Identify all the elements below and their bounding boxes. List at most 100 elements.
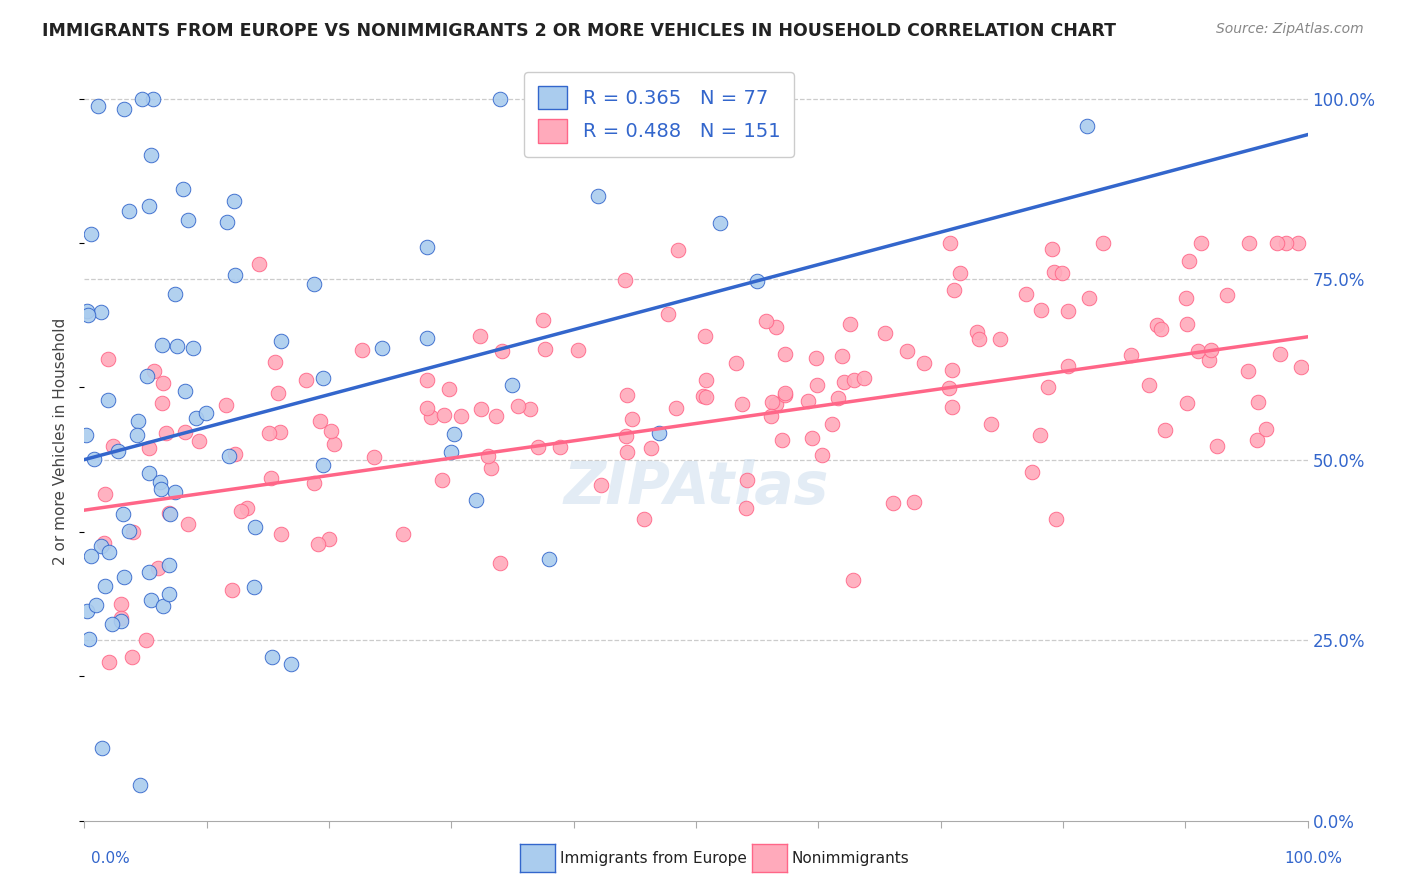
Point [177, 213, 200, 227]
Point [129, 778, 152, 792]
Text: 0.0%: 0.0% [91, 851, 131, 865]
Point [302, 277, 325, 291]
Point [416, 331, 439, 345]
Point [112, 570, 135, 584]
Point [243, 520, 266, 534]
Text: Immigrants from Europe: Immigrants from Europe [560, 851, 747, 865]
Point [903, 494, 925, 508]
Point [312, 458, 335, 472]
Legend: R = 0.365   N = 77, R = 0.488   N = 151: R = 0.365 N = 77, R = 0.488 N = 151 [524, 72, 794, 157]
Point [450, 409, 472, 423]
Point [188, 434, 211, 449]
Point [371, 341, 394, 355]
Point [842, 573, 865, 587]
Text: ZIPAtlas: ZIPAtlas [564, 458, 828, 516]
Point [765, 397, 787, 411]
Point [614, 429, 637, 443]
Point [150, 338, 173, 352]
Point [1175, 291, 1198, 305]
Point [988, 332, 1011, 346]
Point [1246, 433, 1268, 447]
Point [759, 409, 782, 423]
Point [912, 355, 935, 369]
Point [260, 649, 283, 664]
Point [163, 287, 186, 301]
Point [90, 540, 112, 554]
Point [430, 473, 453, 487]
Point [103, 439, 125, 453]
Point [125, 428, 148, 442]
Point [172, 182, 194, 196]
Point [538, 551, 561, 566]
Point [1029, 303, 1052, 318]
Point [896, 343, 918, 358]
Point [765, 320, 787, 334]
Point [1043, 265, 1066, 279]
Point [79, 632, 101, 647]
Point [1045, 512, 1067, 526]
Text: Source: ZipAtlas.com: Source: ZipAtlas.com [1216, 22, 1364, 37]
Point [770, 434, 793, 448]
Point [415, 373, 437, 387]
Point [811, 448, 834, 462]
Point [416, 240, 439, 254]
Point [269, 425, 291, 439]
Point [821, 417, 844, 431]
Point [98, 545, 121, 559]
Point [270, 526, 292, 541]
Point [247, 257, 270, 271]
Point [1265, 235, 1288, 250]
Point [101, 616, 124, 631]
Point [695, 391, 717, 405]
Point [87, 98, 110, 112]
Point [1237, 235, 1260, 250]
Point [1076, 119, 1098, 133]
Point [231, 504, 253, 518]
Point [1199, 343, 1222, 357]
Point [725, 356, 748, 370]
Point [502, 377, 524, 392]
Point [76, 303, 98, 318]
Point [159, 507, 181, 521]
Point [222, 194, 245, 208]
Point [613, 273, 636, 287]
Point [1237, 364, 1260, 378]
Point [839, 317, 862, 331]
Point [142, 91, 165, 105]
Point [773, 386, 796, 401]
Point [118, 524, 141, 539]
Point [157, 558, 180, 573]
Point [831, 349, 853, 363]
Point [257, 425, 280, 440]
Point [90, 305, 112, 319]
Text: Nonimmigrants: Nonimmigrants [792, 851, 910, 865]
Point [138, 199, 160, 213]
Point [391, 527, 413, 541]
Point [122, 524, 145, 539]
Point [875, 326, 897, 341]
Point [548, 440, 571, 454]
Text: 100.0%: 100.0% [1285, 851, 1343, 865]
Point [110, 614, 132, 628]
Point [941, 400, 963, 414]
Point [1289, 360, 1312, 375]
Point [1150, 322, 1173, 336]
Point [215, 398, 238, 412]
Point [1286, 235, 1309, 250]
Point [235, 501, 257, 516]
Y-axis label: 2 or more Vehicles in Household: 2 or more Vehicles in Household [53, 318, 69, 566]
Point [110, 611, 132, 625]
Point [616, 445, 638, 459]
Point [695, 329, 717, 343]
Point [263, 355, 285, 369]
Point [77, 308, 100, 322]
Point [80, 549, 103, 564]
Point [312, 370, 335, 384]
Point [194, 406, 217, 420]
Point [437, 382, 460, 396]
Point [747, 274, 769, 288]
Point [477, 449, 499, 463]
Point [416, 401, 439, 415]
Point [174, 425, 197, 439]
Point [146, 561, 169, 575]
